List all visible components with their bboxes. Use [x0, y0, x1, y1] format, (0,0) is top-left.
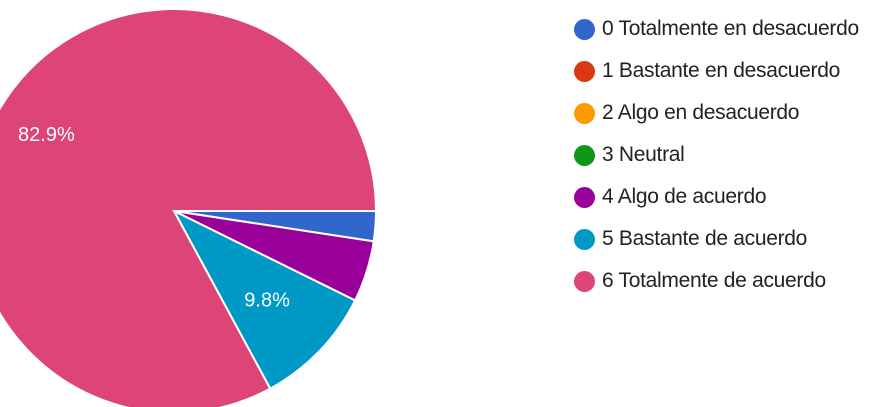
- legend-item-2: 2 Algo en desacuerdo: [574, 92, 859, 134]
- slice-value-label-5: 9.8%: [244, 290, 290, 312]
- legend-label-2: 2 Algo en desacuerdo: [602, 101, 800, 124]
- pie-chart: 9.8% 82.9%: [0, 8, 378, 407]
- legend-label-0: 0 Totalmente en desacuerdo: [602, 17, 859, 40]
- legend-label-4: 4 Algo de acuerdo: [602, 185, 767, 208]
- legend-swatch-2: [574, 102, 595, 124]
- legend-item-6: 6 Totalmente de acuerdo: [574, 260, 859, 302]
- legend-item-1: 1 Bastante en desacuerdo: [574, 50, 859, 92]
- legend-item-4: 4 Algo de acuerdo: [574, 176, 859, 218]
- legend-item-5: 5 Bastante de acuerdo: [574, 218, 859, 260]
- slice-value-label-6: 82.9%: [18, 124, 75, 146]
- legend-swatch-3: [574, 144, 595, 166]
- legend-item-3: 3 Neutral: [574, 134, 859, 176]
- pie-slices: [0, 8, 378, 407]
- legend-swatch-0: [574, 18, 595, 40]
- legend-swatch-6: [574, 270, 595, 292]
- legend-label-5: 5 Bastante de acuerdo: [602, 227, 808, 250]
- pie-slice-5: [171, 208, 357, 390]
- legend-swatch-5: [574, 228, 595, 250]
- pie-value-labels: 9.8% 82.9%: [18, 124, 290, 312]
- pie-slice-6: [0, 8, 378, 407]
- legend-item-0: 0 Totalmente en desacuerdo: [574, 8, 859, 50]
- chart-legend: 0 Totalmente en desacuerdo 1 Bastante en …: [574, 8, 859, 302]
- legend-swatch-1: [574, 60, 595, 82]
- legend-label-6: 6 Totalmente de acuerdo: [602, 269, 826, 292]
- legend-swatch-4: [574, 186, 595, 208]
- legend-label-1: 1 Bastante en desacuerdo: [602, 59, 840, 82]
- legend-label-3: 3 Neutral: [602, 143, 685, 166]
